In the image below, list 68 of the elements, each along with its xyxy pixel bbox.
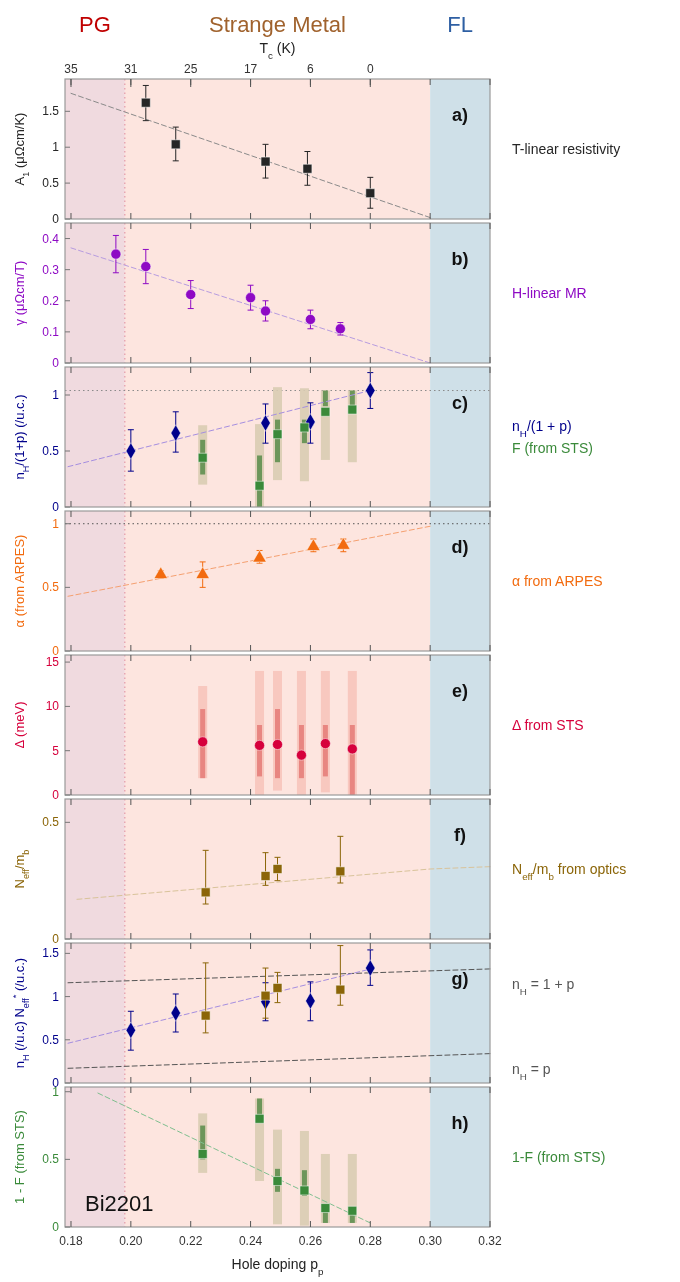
x-tick-label: 0.20 (119, 1234, 143, 1248)
x-tick-label: 0.22 (179, 1234, 203, 1248)
annotation: a) (451, 105, 469, 125)
text: 35 (64, 62, 78, 76)
y-tick-label: 0.5 (42, 580, 60, 595)
y-tick-label: 1.5 (42, 104, 60, 119)
series-label: n$_{H}$ = 1 + p (512, 975, 575, 997)
annotation: c) (451, 393, 469, 413)
x-tick-label: 0.30 (418, 1234, 443, 1248)
y-tick-label: 0.5 (42, 176, 60, 191)
y-tick-label: 0.1 (42, 324, 60, 339)
y-tick-label: 0.5 (42, 1152, 60, 1167)
text: 17 (243, 62, 258, 76)
text: H-linear MR (512, 285, 587, 301)
text: Δ from STS (512, 717, 584, 733)
text: F (from STS) (512, 440, 593, 456)
text: 6 (307, 62, 315, 76)
y-tick-label: 15 (45, 655, 60, 670)
series-label: n$_{H}$ = p (512, 1060, 551, 1082)
band-label: Strange Metal (209, 12, 346, 37)
y-tick-label: 0 (52, 1220, 60, 1234)
y-axis-title: α (from ARPES) (12, 534, 27, 628)
y-tick-label: 0.3 (42, 262, 60, 277)
y-tick-label: 1.5 (42, 946, 60, 961)
y-tick-label: 0 (52, 644, 60, 658)
y-axis-title: γ (μΩcm/T) (12, 260, 27, 326)
text: 0 (366, 62, 374, 76)
y-tick-label: 1 (52, 516, 60, 531)
band-label: PG (79, 12, 111, 37)
band-label: FL (447, 12, 473, 37)
x-axis-title: Hole doping p$_{p}$ (231, 1256, 324, 1277)
y-axis-title: 1 - F (from STS) (12, 1110, 27, 1204)
x-tick-label: 0.24 (238, 1234, 263, 1248)
x-tick-label: 0.28 (358, 1234, 383, 1248)
x2-axis-title: T$_{c}$ (K) (259, 40, 296, 61)
y-tick-label: 5 (52, 743, 60, 758)
y-tick-label: 1 (52, 140, 60, 155)
annotation: h) (451, 1113, 469, 1133)
y-tick-label: 0 (52, 500, 60, 514)
annotation: Bi2201 (85, 1191, 154, 1216)
annotation: b) (451, 249, 469, 269)
text: T-linear resistivity (512, 141, 621, 157)
y-tick-label: 0.4 (42, 231, 60, 246)
y-tick-label: 1 (52, 989, 60, 1004)
annotation: g) (451, 969, 469, 989)
text: 25 (184, 62, 198, 76)
x-tick-label: 0.18 (59, 1234, 83, 1248)
x-tick-label: 0.26 (298, 1234, 323, 1248)
x-tick-label: 0.32 (478, 1234, 502, 1248)
y-tick-label: 0.5 (42, 1032, 60, 1047)
y-tick-label: 0 (52, 788, 60, 802)
y-tick-label: 0.5 (42, 815, 60, 830)
text: N$_{eff}$/m$_{b}$ from optics (512, 861, 627, 882)
y-tick-label: 0 (52, 212, 60, 226)
y-tick-label: 0 (52, 932, 60, 946)
y-tick-label: 10 (45, 699, 60, 714)
text: α from ARPES (512, 573, 603, 589)
y-tick-label: 0.5 (42, 444, 60, 458)
y-axis-title: Δ (meV) (12, 701, 27, 749)
text: 31 (124, 62, 138, 76)
text: n$_{H}$/(1 + p) (512, 418, 572, 439)
y-tick-label: 0.2 (42, 293, 60, 308)
annotation: f) (454, 825, 466, 845)
y-tick-label: 1 (52, 388, 60, 402)
annotation: e) (451, 681, 469, 701)
y-tick-label: 0 (52, 356, 60, 370)
annotation: d) (451, 537, 469, 557)
text: 1-F (from STS) (512, 1149, 606, 1165)
